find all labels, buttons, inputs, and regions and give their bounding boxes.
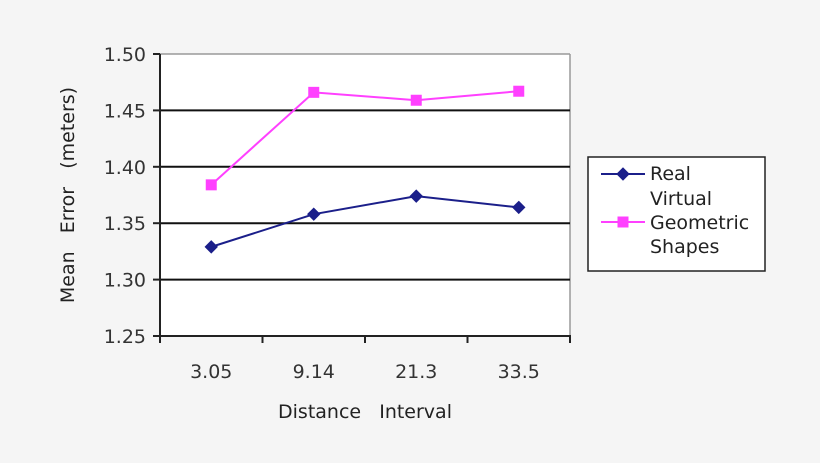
- x-tick-label: 33.5: [498, 361, 540, 383]
- y-axis-title: Mean Error (meters): [57, 87, 79, 303]
- y-axis-ticks: 1.50 1.45 1.40 1.35 1.30 1.25: [104, 44, 160, 348]
- series-real: [204, 189, 526, 254]
- series-virtual-geometric-shapes: [205, 85, 525, 191]
- y-tick-label: 1.30: [104, 270, 146, 292]
- diamond-marker: [307, 207, 321, 221]
- legend-label: Shapes: [650, 236, 719, 258]
- x-tick-label: 3.05: [190, 361, 232, 383]
- x-axis-title: Distance Interval: [278, 401, 452, 423]
- y-tick-label: 1.35: [104, 213, 146, 235]
- x-axis-ticks: 3.05 9.14 21.3 33.5: [159, 336, 571, 383]
- square-marker: [308, 86, 320, 98]
- legend-entry: Real: [601, 163, 691, 185]
- diamond-marker: [204, 240, 218, 254]
- legend-diamond-icon: [616, 167, 630, 181]
- gridlines: [160, 109, 570, 281]
- plot-area: [160, 54, 570, 336]
- diamond-marker: [512, 200, 526, 215]
- y-tick-label: 1.40: [104, 157, 146, 179]
- square-marker: [205, 179, 217, 191]
- series-line: [210, 195, 519, 248]
- y-tick-label: 1.50: [104, 44, 146, 66]
- diamond-marker: [409, 189, 423, 203]
- legend-label: Virtual: [650, 188, 712, 210]
- legend-label: Real: [650, 163, 691, 185]
- x-tick-label: 21.3: [395, 361, 437, 383]
- x-tick-label: 9.14: [293, 361, 335, 383]
- square-marker: [410, 94, 422, 106]
- series-group: [204, 85, 526, 254]
- legend-square-icon: [617, 216, 629, 228]
- legend-label: Geometric: [650, 212, 749, 234]
- legend-box: [587, 156, 766, 272]
- series-line: [210, 90, 519, 186]
- y-tick-label: 1.45: [104, 100, 146, 122]
- square-marker: [513, 85, 525, 97]
- y-tick-label: 1.25: [104, 326, 146, 348]
